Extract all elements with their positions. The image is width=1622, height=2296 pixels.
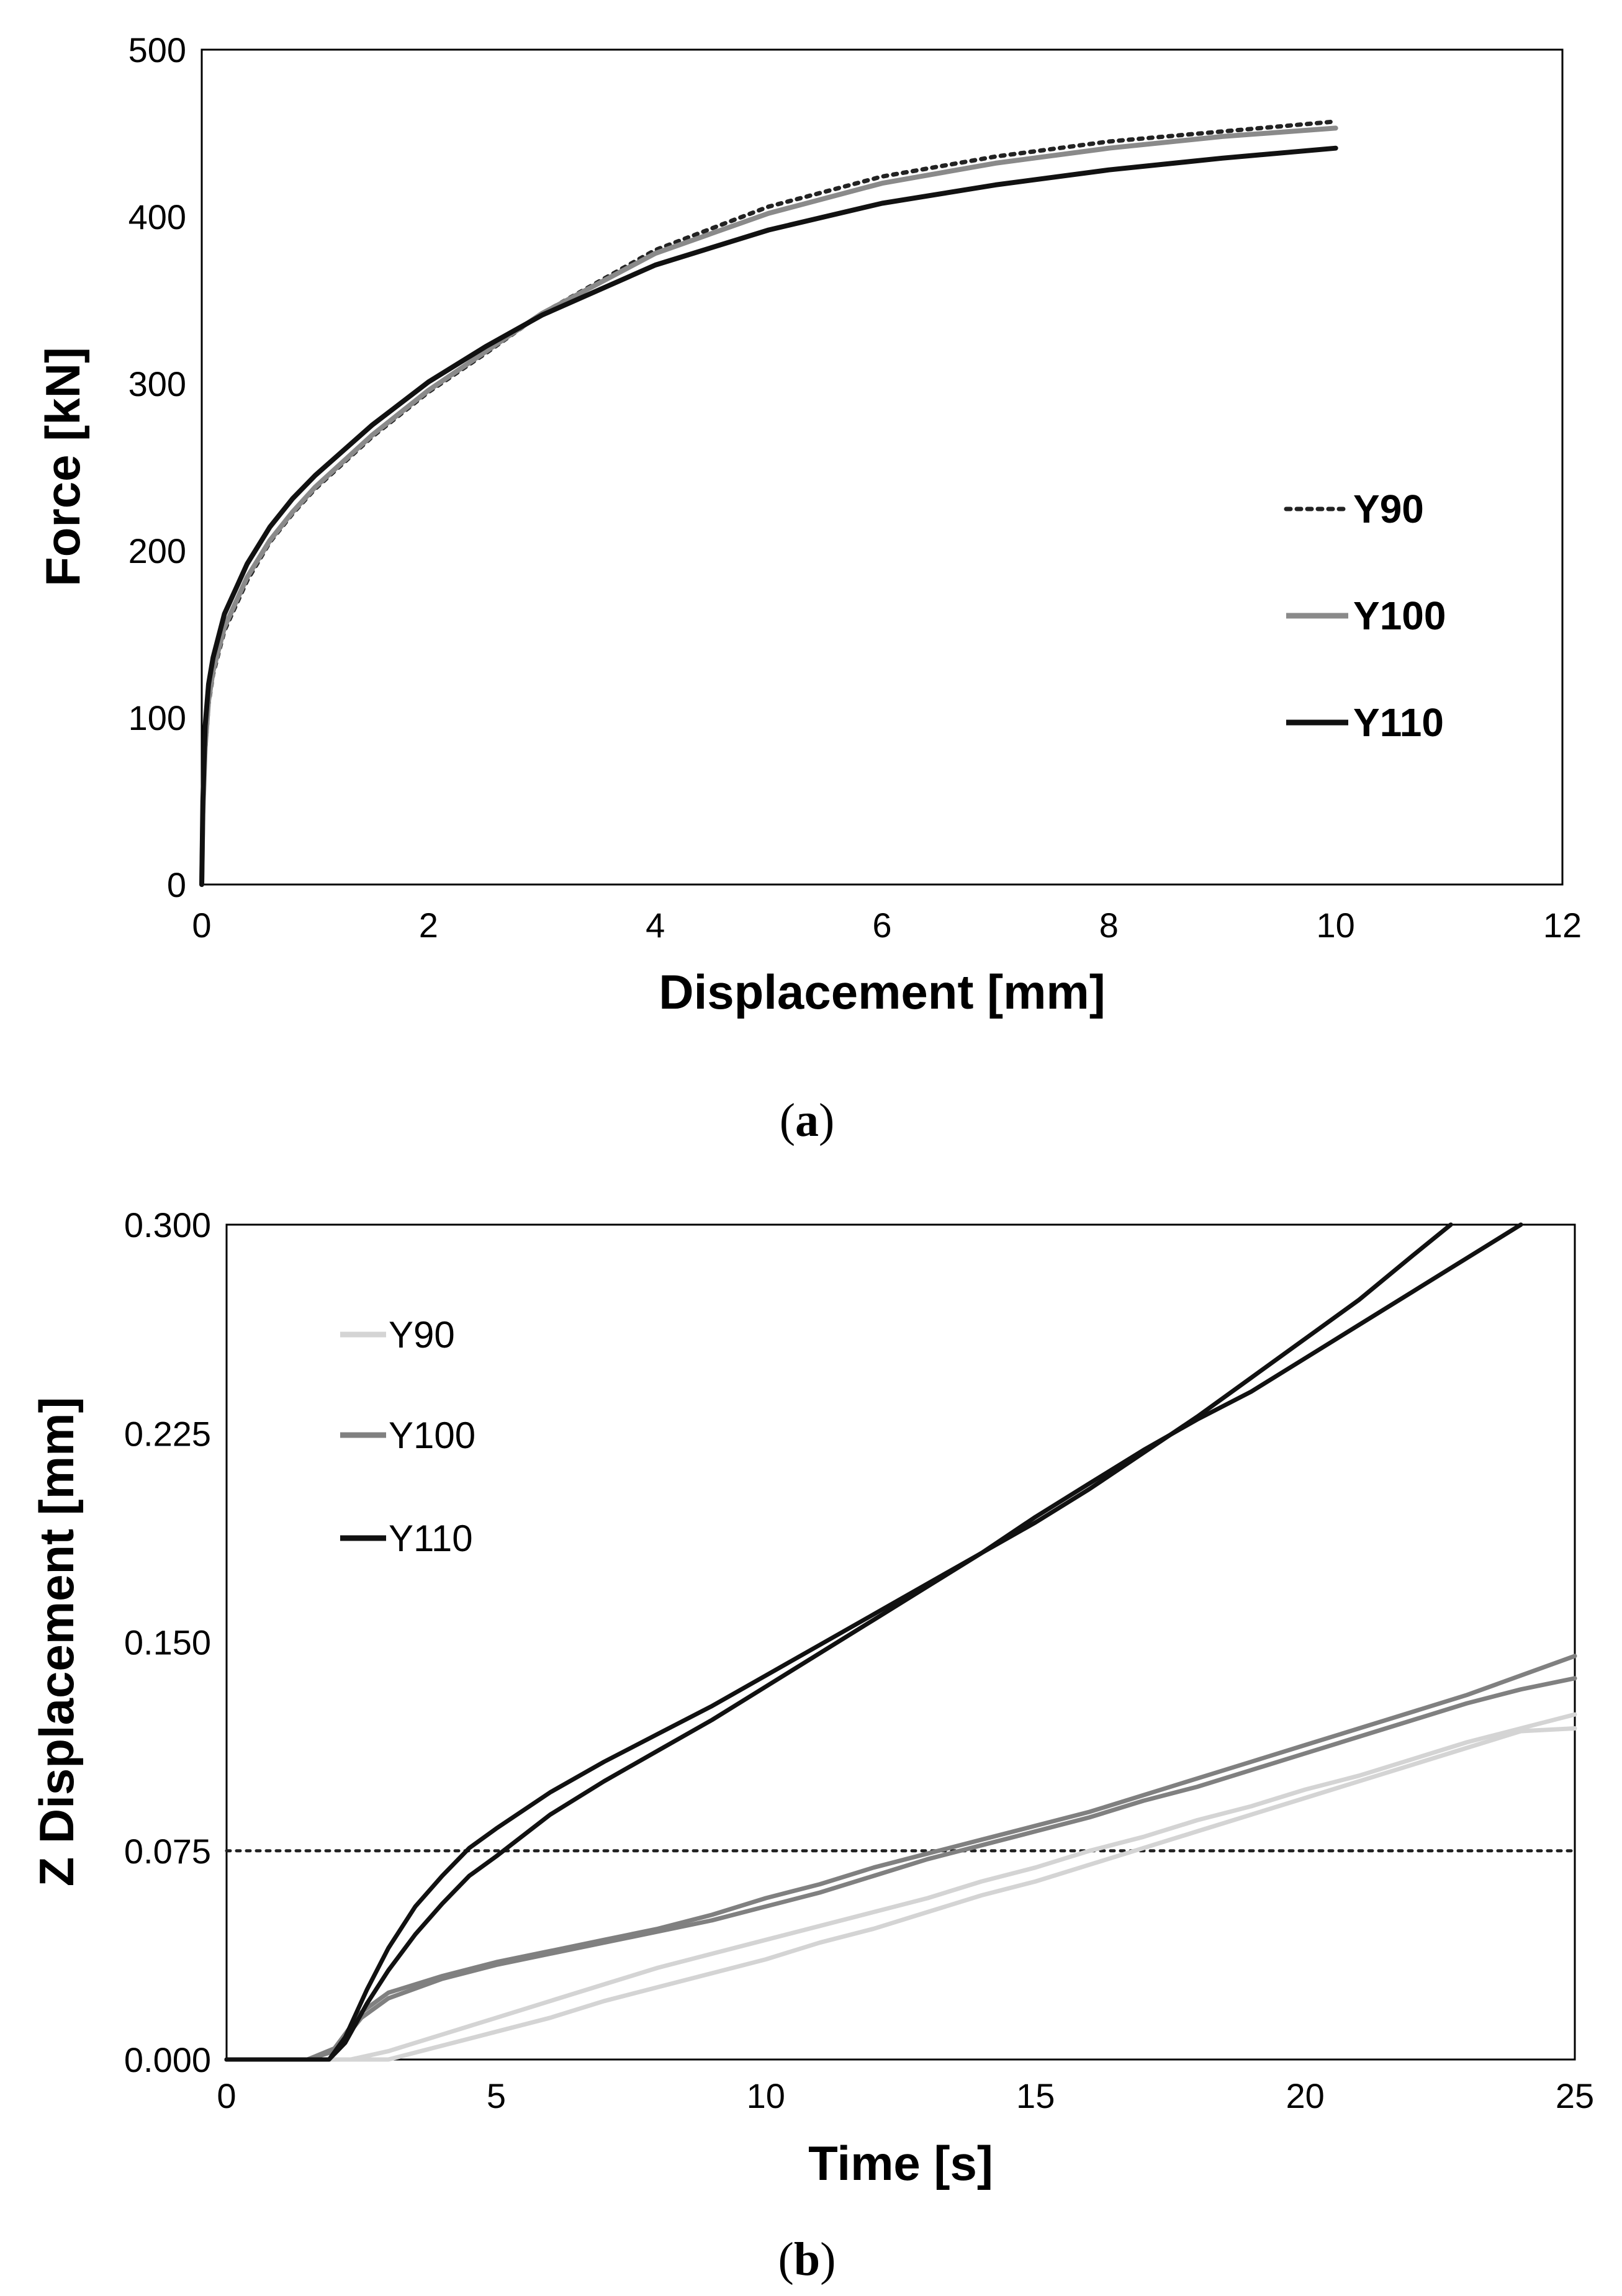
- series-line-y100-run-2: [224, 1654, 1577, 2062]
- series-line-y90-run-1: [224, 1712, 1577, 2062]
- y-tick-label: 500: [128, 30, 186, 70]
- y-axis-title-a: Force [kN]: [35, 347, 90, 587]
- y-tick-label: 0.300: [124, 1205, 211, 1245]
- y-tick-label: 400: [128, 197, 186, 236]
- y-tick-label: 0.225: [124, 1414, 211, 1453]
- y-axis-ticks-a: 0 100 200 300 400 500: [128, 30, 186, 904]
- legend-a: Y90 Y100 Y110: [1284, 487, 1446, 745]
- legend-label-y110-a: Y110: [1353, 700, 1444, 745]
- y-tick-label: 100: [128, 698, 186, 737]
- panel-a-force-displacement-chart: 0 100 200 300 400 500 0 2 4 6 8 10 12 Displacement …: [35, 30, 1582, 1146]
- plot-area-a: [200, 48, 1564, 886]
- series-line-y110-run-2: [224, 1222, 1523, 2062]
- y-tick-label: 0.000: [124, 2040, 211, 2079]
- x-tick-label: 2: [419, 906, 438, 945]
- x-tick-label: 15: [1016, 2076, 1055, 2115]
- series-group-b: [224, 1222, 1577, 2062]
- legend-label-y110-b: Y110: [389, 1518, 473, 1559]
- series-line-y110: [199, 145, 1338, 887]
- y-tick-label: 0.075: [124, 1832, 211, 1871]
- x-axis-title-a: Displacement [mm]: [659, 965, 1106, 1019]
- x-tick-label: 0: [192, 906, 211, 945]
- y-tick-label: 300: [128, 364, 186, 403]
- series-line-y100: [199, 125, 1338, 887]
- y-tick-label: 0: [167, 865, 186, 904]
- y-axis-title-b: Z Displacement [mm]: [29, 1397, 84, 1887]
- x-tick-label: 12: [1543, 906, 1582, 945]
- series-line-y90: [199, 119, 1338, 887]
- x-axis-title-b: Time [s]: [808, 2136, 993, 2190]
- legend-label-y100-b: Y100: [389, 1415, 475, 1456]
- x-tick-label: 6: [872, 906, 891, 945]
- x-tick-label: 5: [487, 2076, 506, 2115]
- series-line-y110-run-1: [224, 1222, 1453, 2062]
- x-axis-ticks-b: 0 5 10 15 20 25: [217, 2076, 1594, 2115]
- series-group-a: [199, 119, 1338, 887]
- y-tick-label: 200: [128, 531, 186, 570]
- plot-area-b: [225, 1223, 1576, 2061]
- x-tick-label: 4: [646, 906, 665, 945]
- x-axis-ticks-a: 0 2 4 6 8 10 12: [192, 906, 1582, 945]
- panel-caption-a: (a): [780, 1094, 835, 1146]
- legend-label-y90-a: Y90: [1353, 487, 1424, 531]
- y-tick-label: 0.150: [124, 1623, 211, 1662]
- x-tick-label: 20: [1286, 2076, 1324, 2115]
- x-tick-label: 10: [747, 2076, 785, 2115]
- panel-caption-b: (b): [778, 2233, 836, 2285]
- panel-b-z-displacement-time-chart: 0.000 0.075 0.150 0.225 0.300 0 5 10 15 20 25 Tim…: [29, 1205, 1594, 2285]
- legend-label-y90-b: Y90: [389, 1314, 455, 1356]
- x-tick-label: 8: [1099, 906, 1119, 945]
- legend-b: Y90 Y100 Y110: [340, 1314, 475, 1559]
- series-line-y90-run-2: [224, 1726, 1577, 2062]
- x-tick-label: 10: [1317, 906, 1355, 945]
- legend-label-y100-a: Y100: [1353, 593, 1446, 638]
- series-line-y100-run-1: [224, 1676, 1577, 2062]
- x-tick-label: 0: [217, 2076, 236, 2115]
- y-axis-ticks-b: 0.000 0.075 0.150 0.225 0.300: [124, 1205, 211, 2079]
- x-tick-label: 25: [1556, 2076, 1594, 2115]
